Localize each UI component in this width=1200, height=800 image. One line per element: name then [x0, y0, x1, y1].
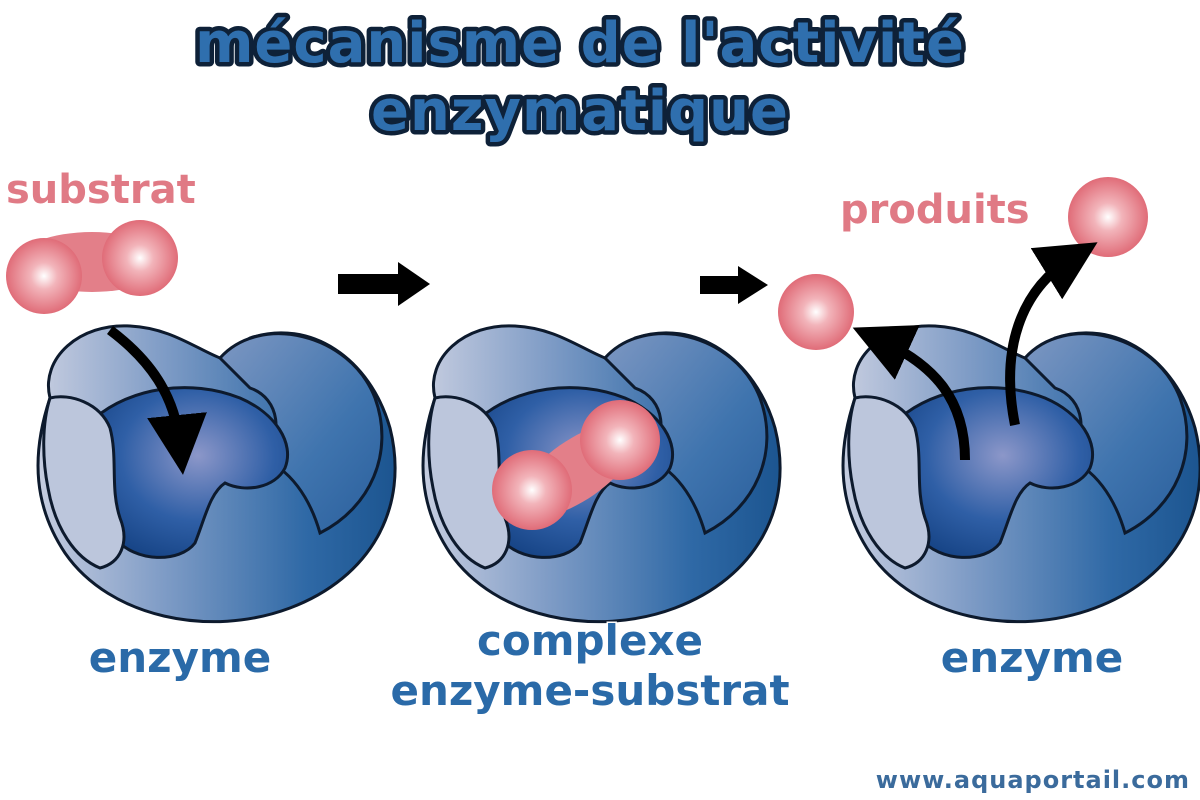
enzyme-label-left: enzyme — [89, 633, 271, 682]
substrate-label: substrat — [6, 167, 196, 213]
substrate-molecule — [6, 220, 178, 314]
bound-substrate — [492, 400, 660, 530]
step-arrow-2-icon — [700, 266, 768, 304]
products-label: produits — [840, 187, 1030, 233]
step-arrow-1-icon — [338, 262, 430, 306]
complex-label-line-1: complexe — [477, 616, 703, 665]
product-molecule-2 — [1068, 177, 1148, 257]
enzyme-free-right — [841, 324, 1200, 624]
enzyme-label-right: enzyme — [941, 633, 1123, 682]
enzyme-free-left — [36, 324, 397, 624]
release-arrow-2-icon — [1005, 242, 1098, 426]
complex-label-line-2: enzyme-substrat — [390, 666, 789, 715]
title-line-1: mécanisme de l'activité — [195, 11, 965, 76]
page-title: mécanisme de l'activité enzymatique — [191, 7, 969, 149]
title-line-2: enzymatique — [371, 79, 789, 144]
website-url: www.aquaportail.com — [876, 766, 1190, 794]
release-arrow-1-icon — [852, 325, 970, 461]
binding-arrow-icon — [106, 326, 207, 475]
product-molecule-1 — [778, 274, 854, 350]
